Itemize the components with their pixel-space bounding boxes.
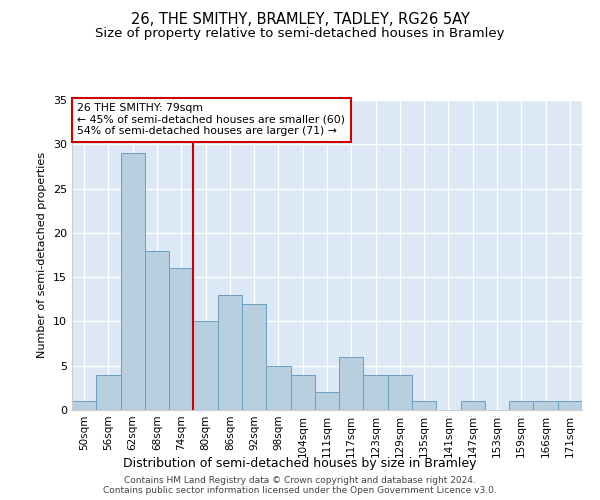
Bar (461, 401, 485, 410)
Bar (121, 153, 145, 410)
Bar (169, 268, 193, 410)
Bar (558, 401, 582, 410)
Bar (509, 401, 533, 410)
Bar (266, 366, 290, 410)
Bar (364, 374, 388, 410)
Y-axis label: Number of semi-detached properties: Number of semi-detached properties (37, 152, 47, 358)
Bar (533, 401, 558, 410)
Bar (218, 295, 242, 410)
Bar (290, 374, 315, 410)
Text: Size of property relative to semi-detached houses in Bramley: Size of property relative to semi-detach… (95, 28, 505, 40)
Text: 26 THE SMITHY: 79sqm
← 45% of semi-detached houses are smaller (60)
54% of semi-: 26 THE SMITHY: 79sqm ← 45% of semi-detac… (77, 103, 345, 136)
Text: Distribution of semi-detached houses by size in Bramley: Distribution of semi-detached houses by … (123, 458, 477, 470)
Bar (96, 374, 121, 410)
Bar (315, 392, 339, 410)
Bar (412, 401, 436, 410)
Bar (339, 357, 364, 410)
Bar (72, 401, 96, 410)
Text: Contains HM Land Registry data © Crown copyright and database right 2024.: Contains HM Land Registry data © Crown c… (124, 476, 476, 485)
Bar (388, 374, 412, 410)
Text: 26, THE SMITHY, BRAMLEY, TADLEY, RG26 5AY: 26, THE SMITHY, BRAMLEY, TADLEY, RG26 5A… (131, 12, 469, 28)
Bar (242, 304, 266, 410)
Text: Contains public sector information licensed under the Open Government Licence v3: Contains public sector information licen… (103, 486, 497, 495)
Bar (193, 322, 218, 410)
Bar (145, 250, 169, 410)
